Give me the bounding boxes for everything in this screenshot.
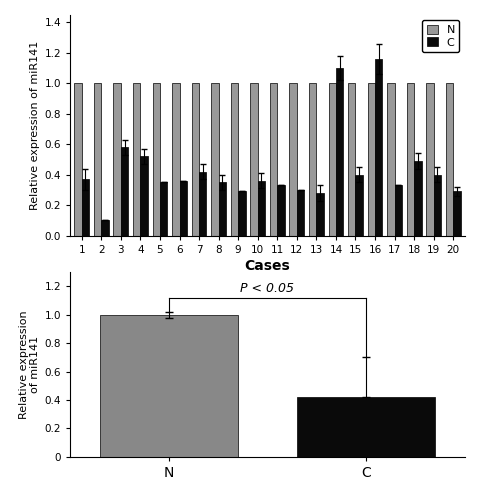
Bar bbox=[375, 59, 382, 236]
Bar bbox=[309, 83, 316, 236]
Bar bbox=[348, 83, 356, 236]
Bar bbox=[290, 83, 297, 236]
Bar bbox=[238, 191, 246, 236]
Bar bbox=[297, 190, 304, 236]
Bar bbox=[258, 181, 265, 236]
Bar bbox=[211, 83, 218, 236]
Bar bbox=[172, 83, 180, 236]
Bar bbox=[316, 193, 324, 236]
Bar bbox=[368, 83, 375, 236]
Bar bbox=[356, 174, 363, 236]
Bar bbox=[387, 83, 394, 236]
Bar bbox=[180, 181, 187, 236]
Bar bbox=[446, 83, 454, 236]
Bar bbox=[102, 221, 108, 236]
Bar bbox=[336, 68, 344, 236]
X-axis label: Cases: Cases bbox=[244, 259, 290, 273]
Bar bbox=[414, 161, 422, 236]
Bar bbox=[394, 185, 402, 236]
Bar bbox=[94, 83, 102, 236]
Legend: N, C: N, C bbox=[422, 20, 460, 52]
Bar bbox=[192, 83, 199, 236]
Bar bbox=[250, 83, 258, 236]
Bar bbox=[434, 174, 441, 236]
Bar bbox=[406, 83, 414, 236]
Bar bbox=[114, 83, 121, 236]
Bar bbox=[270, 83, 278, 236]
Bar bbox=[328, 83, 336, 236]
Bar bbox=[133, 83, 140, 236]
Bar bbox=[454, 191, 460, 236]
Bar bbox=[160, 182, 168, 236]
Y-axis label: Relative expression of miR141: Relative expression of miR141 bbox=[30, 40, 40, 210]
Bar bbox=[152, 83, 160, 236]
Text: P < 0.05: P < 0.05 bbox=[240, 282, 294, 295]
Bar bbox=[100, 315, 238, 457]
Bar bbox=[230, 83, 238, 236]
Bar bbox=[74, 83, 82, 236]
Bar bbox=[218, 182, 226, 236]
Bar bbox=[199, 172, 206, 236]
Bar bbox=[140, 156, 148, 236]
Bar bbox=[278, 185, 284, 236]
Bar bbox=[426, 83, 434, 236]
Y-axis label: Relative expression
of miR141: Relative expression of miR141 bbox=[18, 310, 40, 419]
Bar bbox=[121, 147, 128, 236]
Bar bbox=[82, 179, 89, 236]
Bar bbox=[297, 397, 436, 457]
